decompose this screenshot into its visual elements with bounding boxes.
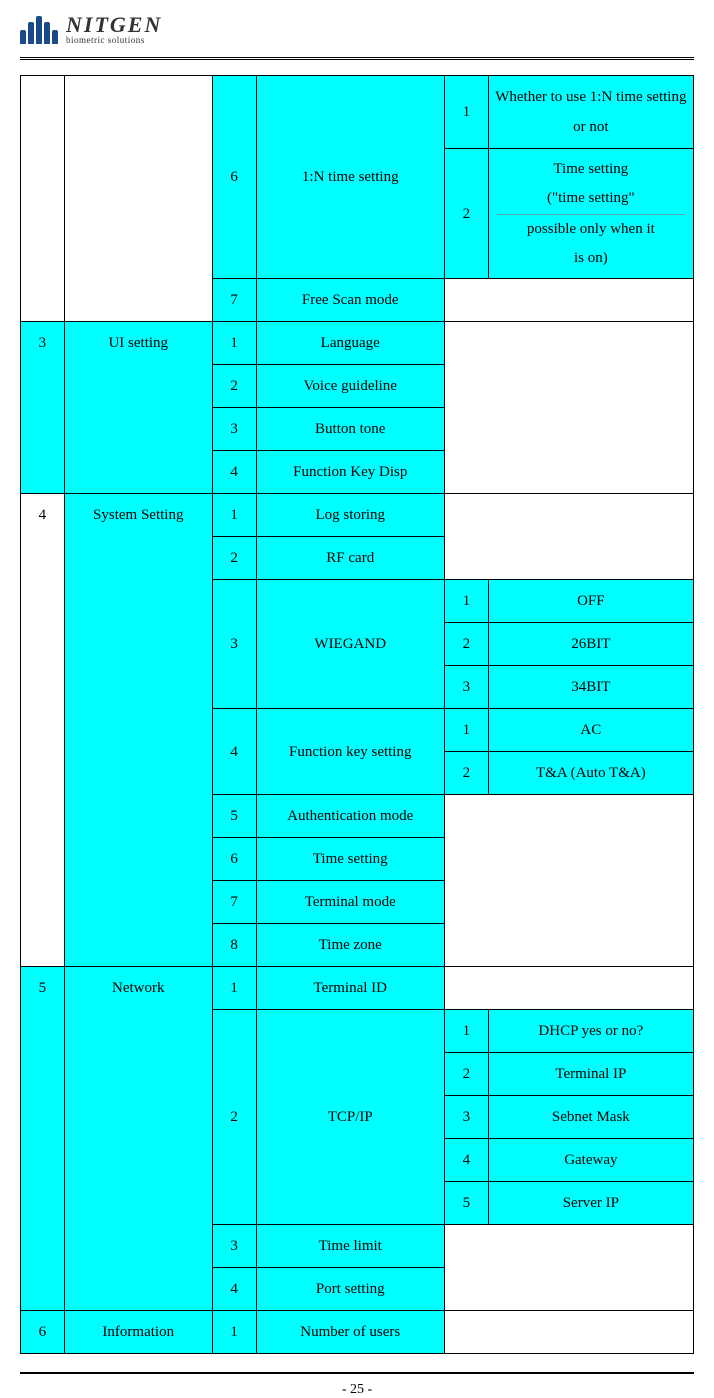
col-sub-name: T&A (Auto T&A) [488,752,693,795]
page-number: - 25 - [0,1382,714,1398]
col-item-name: Language [256,322,444,365]
col-section-num: 3 [21,322,65,494]
col-item-name: TCP/IP [256,1010,444,1225]
col-item-name: Voice guideline [256,365,444,408]
col-sub-num: 2 [444,1053,488,1096]
col-item-num: 3 [212,408,256,451]
col-sub-name: Server IP [488,1182,693,1225]
col-sub-num: 1 [444,580,488,623]
col-detail-empty [444,279,693,322]
table-row: 5Network1Terminal ID [21,967,694,1010]
col-item-name: Time setting [256,838,444,881]
col-sub-num: 2 [444,623,488,666]
col-sub-num: 5 [444,1182,488,1225]
col-item-name: Function Key Disp [256,451,444,494]
col-detail-empty [444,967,693,1010]
col-sub-num: 2 [444,752,488,795]
col-item-num: 6 [212,838,256,881]
col-sub-name: AC [488,709,693,752]
col-item-name: Function key setting [256,709,444,795]
col-sub-name: OFF [488,580,693,623]
col-section-name: Information [64,1311,212,1354]
col-item-name: Free Scan mode [256,279,444,322]
settings-table: 61:N time setting1Whether to use 1:N tim… [20,75,694,1354]
col-item-num: 4 [212,451,256,494]
brand-name: NITGEN [66,14,162,36]
col-sub-name: Gateway [488,1139,693,1182]
col-section-num [21,76,65,322]
col-item-num: 7 [212,279,256,322]
col-sub-name: DHCP yes or no? [488,1010,693,1053]
col-section-name [64,76,212,322]
col-item-num: 7 [212,881,256,924]
col-detail-empty [444,494,693,580]
table-row: 6Information1Number of users [21,1311,694,1354]
col-sub-name: Terminal IP [488,1053,693,1096]
col-sub-name: Whether to use 1:N time setting or not [488,76,693,149]
col-item-num: 4 [212,709,256,795]
col-section-name: Network [64,967,212,1311]
col-item-name: WIEGAND [256,580,444,709]
col-sub-num: 4 [444,1139,488,1182]
col-item-num: 6 [212,76,256,279]
col-sub-num: 1 [444,76,488,149]
footer-rule [20,1372,694,1374]
table-row: 4System Setting1Log storing [21,494,694,537]
col-item-num: 2 [212,1010,256,1225]
col-detail-empty [444,795,693,967]
col-item-name: Button tone [256,408,444,451]
logo-icon [20,16,58,44]
col-sub-num: 1 [444,1010,488,1053]
col-item-num: 3 [212,1225,256,1268]
col-item-name: Authentication mode [256,795,444,838]
col-item-num: 2 [212,365,256,408]
col-section-num: 5 [21,967,65,1311]
col-item-name: Terminal mode [256,881,444,924]
col-section-num: 4 [21,494,65,967]
col-item-num: 2 [212,537,256,580]
col-section-num: 6 [21,1311,65,1354]
col-item-name: RF card [256,537,444,580]
col-sub-num: 2 [444,149,488,279]
col-sub-name: Time setting("time setting"possible only… [488,149,693,279]
col-sub-num: 1 [444,709,488,752]
col-sub-num: 3 [444,1096,488,1139]
col-sub-name: Sebnet Mask [488,1096,693,1139]
col-section-name: UI setting [64,322,212,494]
col-item-name: Terminal ID [256,967,444,1010]
col-sub-num: 3 [444,666,488,709]
col-item-num: 5 [212,795,256,838]
col-item-num: 1 [212,322,256,365]
col-item-name: Port setting [256,1268,444,1311]
col-detail-empty [444,1311,693,1354]
col-item-num: 1 [212,967,256,1010]
col-item-num: 1 [212,1311,256,1354]
col-item-num: 3 [212,580,256,709]
col-item-name: Time zone [256,924,444,967]
table-row: 3UI setting1Language [21,322,694,365]
col-detail-empty [444,322,693,494]
logo-text: NITGEN biometric solutions [66,14,162,45]
col-item-num: 4 [212,1268,256,1311]
col-item-name: 1:N time setting [256,76,444,279]
col-detail-empty [444,1225,693,1311]
col-item-name: Time limit [256,1225,444,1268]
table-row: 61:N time setting1Whether to use 1:N tim… [21,76,694,149]
col-item-num: 8 [212,924,256,967]
col-item-name: Number of users [256,1311,444,1354]
col-sub-name: 34BIT [488,666,693,709]
page-body: 61:N time setting1Whether to use 1:N tim… [0,61,714,1354]
col-item-name: Log storing [256,494,444,537]
brand-tagline: biometric solutions [66,36,162,45]
col-item-num: 1 [212,494,256,537]
col-section-name: System Setting [64,494,212,967]
page-header: NITGEN biometric solutions [0,0,714,53]
col-sub-name: 26BIT [488,623,693,666]
